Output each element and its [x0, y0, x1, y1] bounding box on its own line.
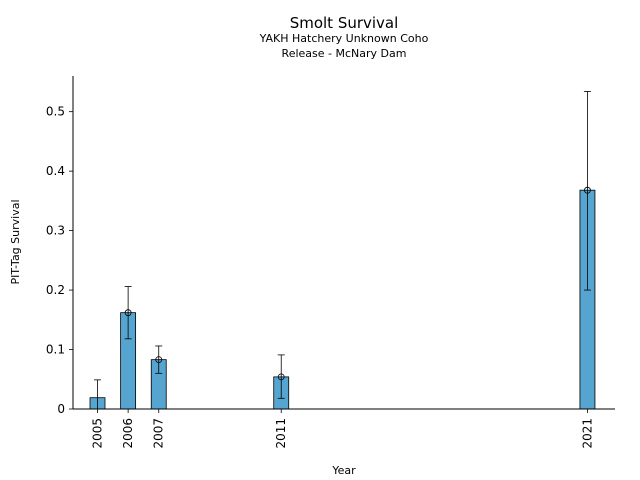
x-axis-ticks: 2005 2006 2007 2011 2021 — [90, 409, 594, 449]
point-marker-2011 — [277, 373, 285, 381]
point-marker-2021 — [584, 186, 591, 194]
y-axis-label: PIT-Tag Survival — [9, 199, 22, 284]
x-tick-label-2021: 2021 — [580, 418, 594, 449]
x-tick-label-2007: 2007 — [152, 418, 166, 449]
chart-subtitle-line-1: YAKH Hatchery Unknown Coho — [259, 32, 429, 45]
y-tick-label: 0.4 — [46, 164, 65, 178]
chart-title: Smolt Survival — [290, 14, 399, 32]
x-axis-label: Year — [331, 464, 356, 477]
y-tick-label: 0.3 — [46, 224, 65, 238]
chart-subtitle-line-2: Release - McNary Dam — [282, 47, 407, 60]
x-tick-label-2006: 2006 — [121, 418, 135, 449]
y-axis-ticks: 0 0.1 0.2 0.3 0.4 0.5 — [46, 105, 73, 416]
x-tick-label-2005: 2005 — [90, 418, 104, 449]
y-tick-label: 0.5 — [46, 105, 65, 119]
plot-area — [89, 91, 596, 410]
x-tick-label-2011: 2011 — [274, 418, 288, 449]
y-tick-label: 0.1 — [46, 343, 65, 357]
y-tick-label: 0.2 — [46, 283, 65, 297]
y-tick-label: 0 — [57, 402, 65, 416]
point-marker-2007 — [155, 356, 163, 364]
point-marker-2006 — [124, 309, 132, 317]
